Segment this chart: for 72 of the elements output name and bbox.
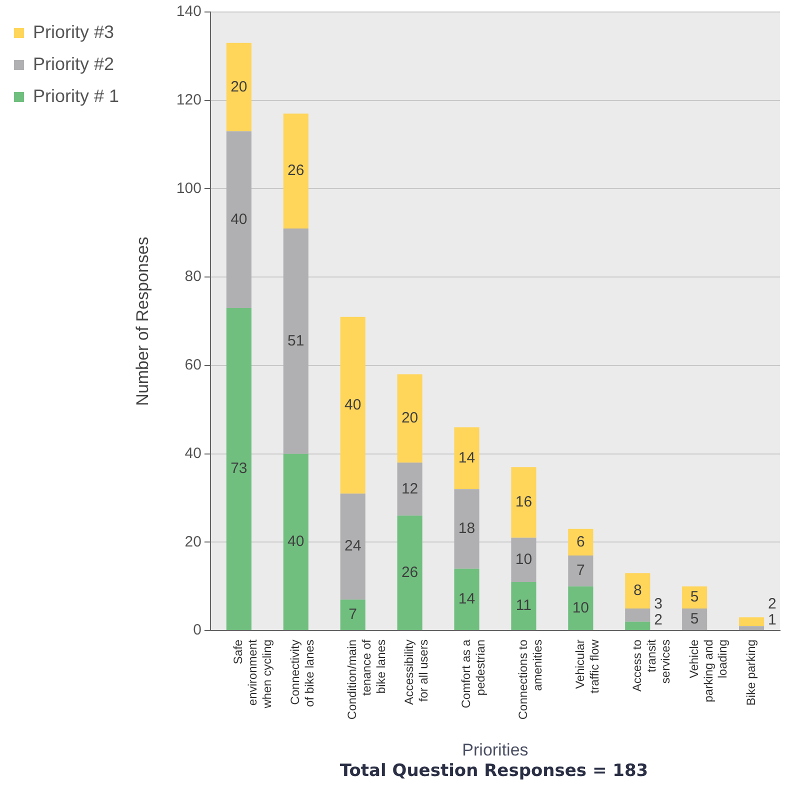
legend-label: Priority #2	[33, 54, 114, 74]
y-tick-label: 100	[176, 180, 202, 197]
data-label: 3	[654, 596, 662, 613]
bar	[454, 427, 480, 490]
data-label: 12	[401, 480, 418, 498]
bar	[511, 467, 536, 538]
data-label: 1	[768, 612, 776, 629]
y-tick-label: 40	[184, 444, 202, 462]
legend-label: Priority # 1	[33, 86, 120, 106]
data-label: 7	[576, 562, 585, 580]
bar	[625, 573, 650, 608]
x-tick-label: Bike parking	[744, 640, 758, 706]
data-label: 20	[230, 78, 248, 96]
y-tick-label: 80	[184, 268, 202, 286]
bar	[340, 600, 366, 630]
data-label: 40	[288, 533, 304, 550]
bar	[682, 586, 708, 608]
data-label: 26	[401, 564, 418, 582]
bar	[568, 555, 594, 586]
data-label: 2	[768, 596, 776, 613]
legend-label: Priority #3	[33, 22, 114, 42]
data-label: 24	[344, 538, 362, 555]
y-tick-label: 20	[184, 533, 202, 550]
y-tick-label: 0	[193, 622, 202, 639]
data-label: 40	[230, 210, 248, 228]
x-axis-title: Priorities	[462, 740, 528, 760]
bar	[283, 114, 308, 228]
bar	[454, 489, 480, 569]
bar	[283, 228, 308, 454]
data-label: 20	[401, 410, 418, 427]
bar	[625, 608, 650, 622]
data-label: 10	[572, 599, 590, 616]
data-label: 11	[516, 597, 532, 614]
data-label: 14	[458, 590, 476, 608]
data-label: 40	[344, 396, 362, 414]
data-label: 10	[515, 551, 532, 568]
bar	[454, 568, 480, 630]
data-label: 5	[690, 588, 699, 606]
bar	[511, 582, 536, 630]
bar	[340, 494, 366, 600]
data-label: 7	[348, 606, 358, 623]
data-label: 18	[458, 520, 476, 538]
bar	[568, 528, 594, 556]
bar	[568, 586, 594, 630]
data-label: 2	[654, 612, 662, 629]
data-label: 73	[230, 460, 248, 478]
bar	[226, 42, 252, 132]
text: Total Question Responses = 183	[338, 761, 650, 781]
y-tick-label: 140	[176, 3, 202, 20]
bar	[283, 454, 308, 630]
bar	[511, 538, 536, 582]
y-tick-label: 120	[176, 92, 202, 109]
data-label: 6	[576, 533, 585, 550]
bar	[682, 608, 708, 630]
y-tick-label: 60	[184, 356, 202, 374]
data-label: 51	[288, 332, 304, 350]
data-label: 16	[515, 494, 532, 511]
x-tick-label: Safe environment when cycling	[231, 638, 274, 710]
data-label: 8	[633, 582, 642, 599]
data-label: 26	[288, 162, 304, 180]
y-axis-title: Number of Responses	[132, 236, 152, 406]
bar	[397, 374, 422, 463]
bar	[397, 462, 422, 516]
bar	[226, 131, 252, 308]
bar	[397, 516, 422, 630]
data-label: 14	[458, 449, 476, 466]
bar	[625, 622, 650, 630]
data-label: 5	[690, 610, 699, 628]
bar	[738, 626, 764, 630]
bar	[340, 316, 366, 494]
bar	[738, 617, 764, 626]
bar	[226, 308, 252, 630]
